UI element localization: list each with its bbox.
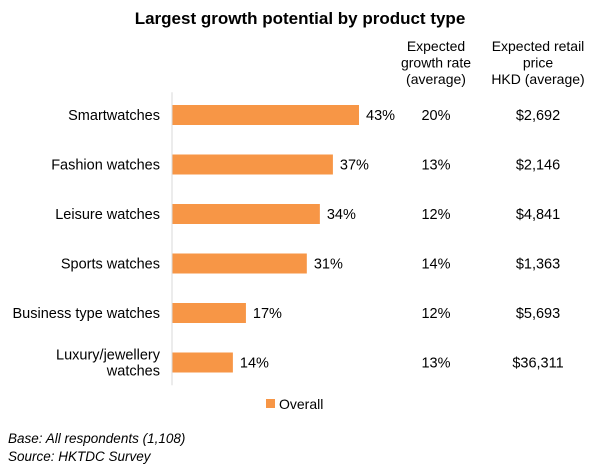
table-cell-2-2: $2,146 — [516, 158, 560, 174]
category-label-6-line-2: watches — [106, 364, 160, 380]
category-label-5: Business type watches — [13, 306, 161, 322]
table-cell-1-2: $2,692 — [516, 108, 560, 124]
legend: Overall — [266, 396, 323, 412]
table-cell-6-1: 13% — [421, 356, 450, 372]
footnote-base: Base: All respondents (1,108) — [8, 431, 185, 446]
table-cell-3-2: $4,841 — [516, 207, 560, 223]
footnote-source: Source: HKTDC Survey — [8, 449, 152, 464]
table-cell-1-1: 20% — [421, 108, 450, 124]
table-header-1-line-1: Expected — [407, 38, 465, 54]
category-label-4: Sports watches — [61, 257, 160, 273]
bar-2 — [172, 154, 333, 175]
table-cell-4-1: 14% — [421, 257, 450, 273]
bar-6 — [172, 352, 233, 373]
bar-1 — [172, 105, 359, 125]
category-label-1: Smartwatches — [68, 108, 160, 124]
table-header-2-line-2: price — [523, 55, 554, 71]
table-cell-5-1: 12% — [421, 306, 450, 322]
table-cell-6-2: $36,311 — [512, 356, 563, 372]
chart-title: Largest growth potential by product type — [135, 9, 466, 28]
table-cell-3-1: 12% — [421, 207, 450, 223]
table-header-2-line-3: HKD (average) — [491, 71, 584, 87]
table-cell-2-1: 13% — [421, 158, 450, 174]
legend-swatch — [266, 399, 275, 408]
data-label-4: 31% — [314, 257, 343, 273]
bar-3 — [172, 204, 320, 224]
table-header-1-line-3: (average) — [406, 71, 466, 87]
data-label-1: 43% — [366, 108, 395, 124]
data-label-2: 37% — [340, 158, 369, 174]
plot-area: Smartwatches 43% 20% $2,692 Fashion watches 3… — [13, 92, 564, 386]
data-label-5: 17% — [253, 306, 282, 322]
table-cell-5-2: $5,693 — [516, 306, 560, 322]
table-header-2-line-1: Expected retail — [492, 38, 585, 54]
table-cell-4-2: $1,363 — [516, 257, 560, 273]
category-label-3: Leisure watches — [55, 207, 160, 223]
bar-4 — [172, 253, 307, 274]
data-label-3: 34% — [327, 207, 356, 223]
category-label-6-line-1: Luxury/jewellery — [56, 348, 161, 364]
bar-5 — [172, 303, 246, 323]
category-label-2: Fashion watches — [51, 158, 160, 174]
data-label-6: 14% — [240, 356, 269, 372]
table-header-1-line-2: growth rate — [401, 55, 471, 71]
legend-label: Overall — [279, 396, 323, 412]
